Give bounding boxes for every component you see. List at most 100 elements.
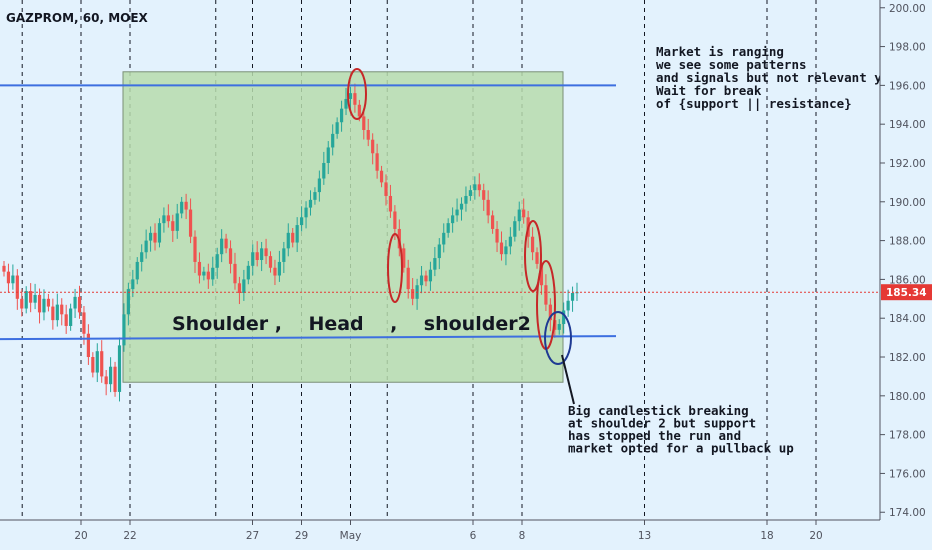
candle [402,243,406,273]
candle-body [499,242,504,255]
candle [366,118,370,147]
candle-body [313,192,317,200]
candle [535,247,539,269]
note-line: at shoulder 2 but support [568,416,756,431]
candle-body [535,252,539,264]
candle [197,252,202,284]
candle [308,190,313,216]
time-tick-label: 27 [246,530,259,542]
last-price-label: 185.34 [886,287,927,299]
candle-body [11,275,15,284]
candle [562,302,566,334]
candle [33,283,37,310]
candle-body [411,289,415,299]
candle [446,218,450,238]
candle-body [388,195,393,212]
candle-body [86,333,90,358]
candle-body [242,279,246,293]
candle [113,361,117,397]
candle-body [424,275,428,282]
candle [459,197,464,221]
candle [233,252,237,290]
candle-body [357,104,361,117]
candle [371,133,375,165]
shoulder-left-ellipse [387,233,403,303]
candle-body [331,133,335,148]
candle [135,257,139,285]
candle-body [317,178,321,193]
candle-body [251,252,255,266]
candle-body [570,292,575,301]
candle-body [557,324,561,330]
candle-body [339,108,344,123]
candle-body [224,238,228,249]
candle-body [82,312,86,334]
candle [117,337,122,402]
candle [6,263,11,293]
candle [504,240,508,266]
candle-body [406,267,410,290]
chart-title: GAZPROM, 60, MOEX [6,11,149,25]
price-axis-background [880,0,932,550]
candle [530,227,535,261]
price-tick-label: 196.00 [889,80,926,92]
candle-body [291,232,295,243]
candle-body [348,93,353,99]
candle [148,226,153,252]
candle [109,357,113,393]
candle [499,231,504,261]
candle [557,319,561,335]
candle [251,244,255,276]
candle [51,298,55,330]
candle-body [175,213,179,231]
candle [193,230,197,273]
candle-body [15,275,19,299]
candle [237,276,242,305]
candle-body [131,279,135,290]
time-tick-label: 20 [74,530,87,542]
candle [264,238,268,265]
candle [242,269,246,301]
candle-body [335,122,339,134]
candle [513,216,517,242]
candle-body [442,232,446,245]
shoulder-right-ellipse [524,220,542,292]
support-line [0,335,617,341]
candle-body [184,201,188,210]
candle-body [548,304,552,321]
candle [211,256,215,286]
candle [331,124,335,156]
candle-body [20,298,24,309]
candle-body [468,190,472,196]
candle [11,264,15,290]
candle [295,217,299,253]
candle [206,263,210,289]
candle [388,184,393,218]
candle [495,221,499,253]
candle [304,201,308,229]
candle [473,176,477,200]
candle-body [220,238,224,255]
candle-body [459,203,464,210]
time-tick-label: 20 [809,530,822,542]
candle-body [55,304,59,321]
candle-body [202,271,206,276]
candle [433,247,437,277]
candle-body [295,225,299,243]
candle [140,244,144,272]
candle [455,198,459,222]
candle-body [433,258,437,270]
candle-body [180,201,184,214]
candle-body [197,261,202,276]
candle [353,83,357,113]
time-tick-label: 13 [638,530,651,542]
candle-body [113,366,117,392]
candle-body [144,240,148,253]
candle-body [171,221,175,231]
candle-body [51,306,55,321]
price-tick-label: 184.00 [889,313,926,325]
candle-body [211,267,215,280]
candle [486,190,490,224]
candle [126,282,130,326]
candle-body [33,294,37,303]
